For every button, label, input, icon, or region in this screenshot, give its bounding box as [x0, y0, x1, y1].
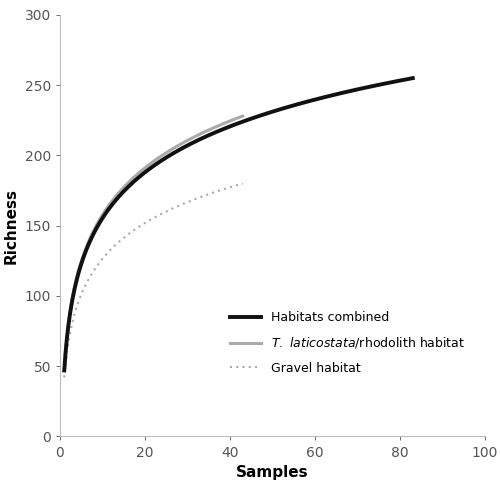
Y-axis label: Richness: Richness	[4, 187, 19, 264]
X-axis label: Samples: Samples	[236, 465, 309, 480]
Legend: Habitats combined, $\it{T.\ laticostata}$/rhodolith habitat, Gravel habitat: Habitats combined, $\it{T.\ laticostata}…	[225, 306, 470, 379]
